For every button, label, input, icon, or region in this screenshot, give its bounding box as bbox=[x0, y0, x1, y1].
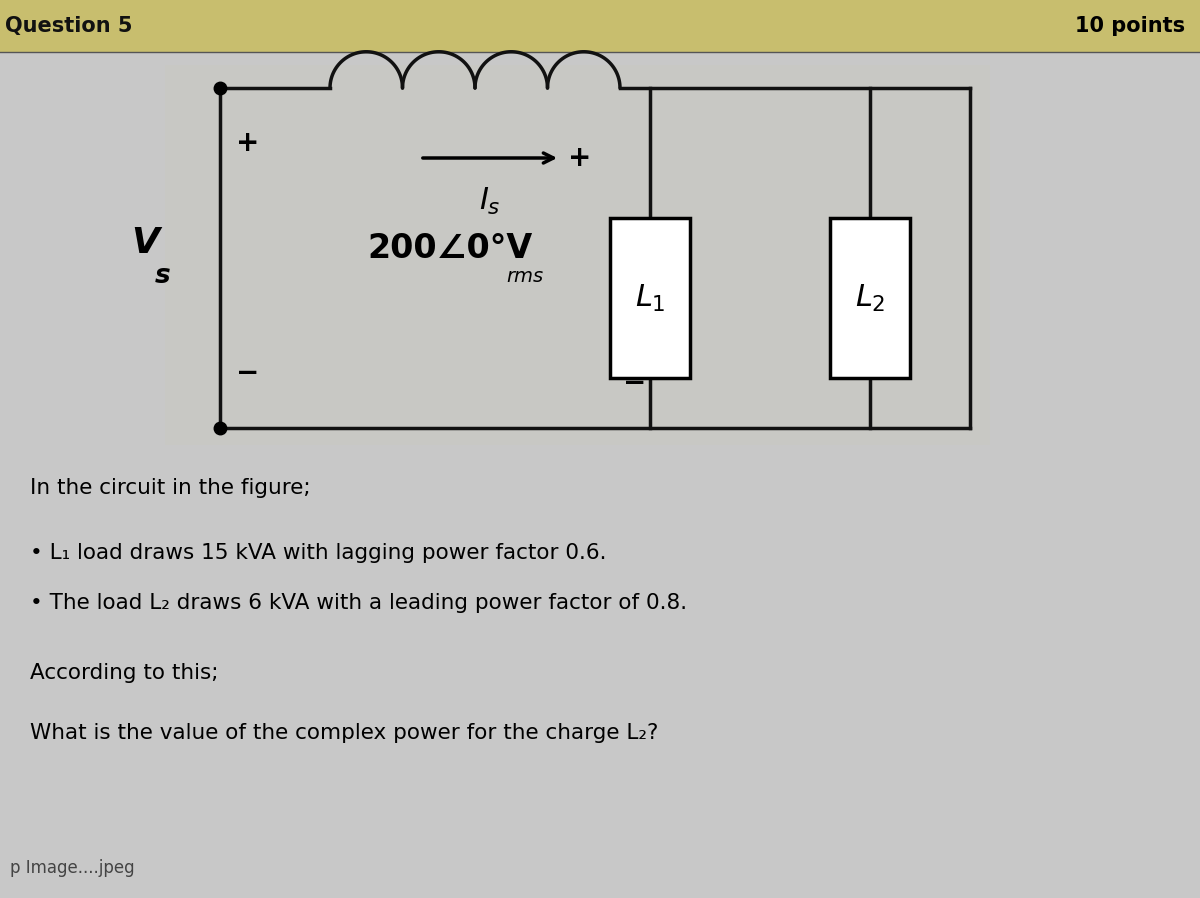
Text: s: s bbox=[155, 263, 170, 289]
Text: $L_2$: $L_2$ bbox=[854, 283, 886, 313]
Text: 10 points: 10 points bbox=[1075, 16, 1186, 36]
Text: 200∠0°V: 200∠0°V bbox=[367, 232, 533, 265]
Text: rms: rms bbox=[506, 267, 544, 286]
Text: • The load L₂ draws 6 kVA with a leading power factor of 0.8.: • The load L₂ draws 6 kVA with a leading… bbox=[30, 593, 688, 613]
Text: $I_s$: $I_s$ bbox=[479, 186, 500, 217]
Text: What is the value of the ​complex power​ for the charge L₂?: What is the value of the ​complex power​… bbox=[30, 723, 659, 743]
Text: +: + bbox=[236, 129, 259, 157]
Text: $L_1$: $L_1$ bbox=[635, 283, 665, 313]
Text: p Image....jpeg: p Image....jpeg bbox=[10, 859, 134, 877]
Bar bbox=[830, 218, 910, 378]
Text: In the circuit in the figure;: In the circuit in the figure; bbox=[30, 478, 311, 498]
Bar bbox=[0, 0, 1200, 52]
Bar bbox=[166, 65, 990, 445]
Text: −: − bbox=[236, 359, 259, 387]
Text: • L₁ load draws 15 kVA with lagging power factor 0.6.: • L₁ load draws 15 kVA with lagging powe… bbox=[30, 543, 606, 563]
Text: −: − bbox=[623, 369, 647, 397]
Bar bbox=[610, 218, 690, 378]
Text: V: V bbox=[131, 226, 158, 260]
Text: According to this;: According to this; bbox=[30, 663, 218, 683]
Text: Question 5: Question 5 bbox=[5, 16, 132, 36]
Text: +: + bbox=[569, 144, 592, 172]
